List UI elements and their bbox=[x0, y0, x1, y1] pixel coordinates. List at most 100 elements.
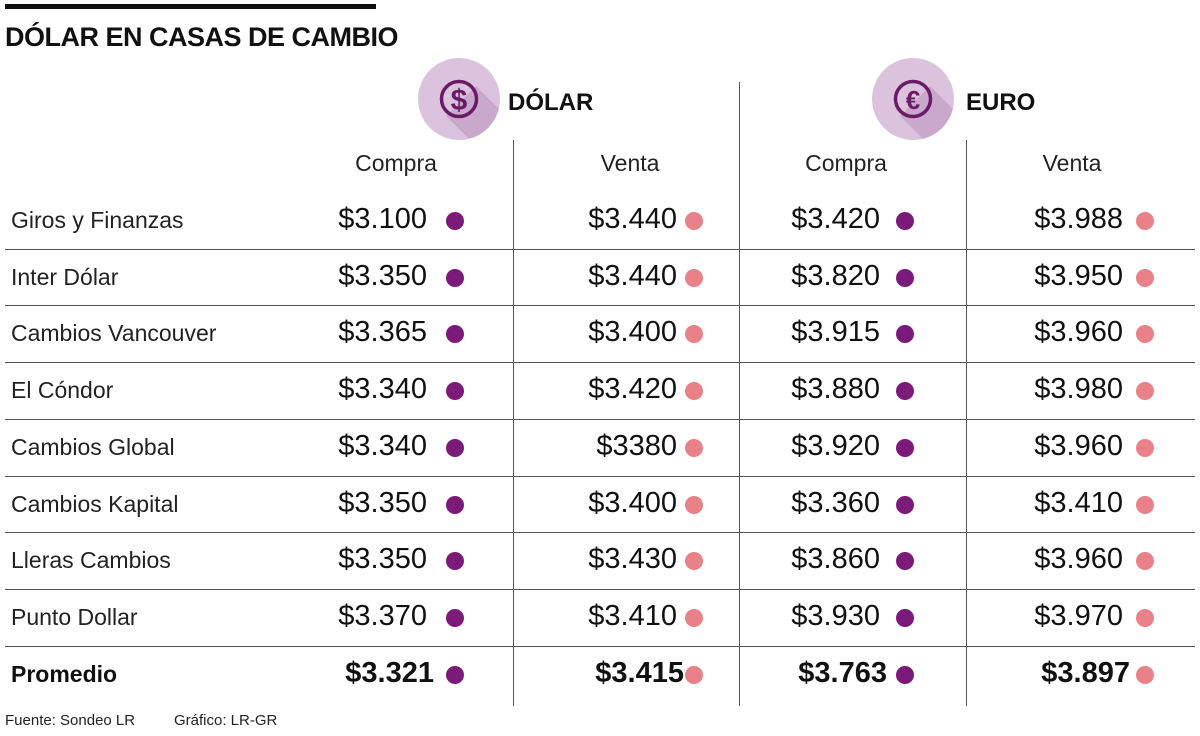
value-euro-compra: $3.880 bbox=[791, 373, 880, 406]
svg-text:€: € bbox=[906, 85, 920, 115]
value-dolar-compra: $3.340 bbox=[338, 429, 427, 462]
column-header-dolar-venta: Venta bbox=[600, 150, 660, 176]
value-euro-venta: $3.960 bbox=[1034, 316, 1123, 349]
row-label: Giros y Finanzas bbox=[11, 207, 184, 233]
compra-dot-icon bbox=[896, 382, 914, 401]
value-dolar-compra: $3.340 bbox=[338, 373, 427, 406]
value-euro-venta: $3.410 bbox=[1034, 486, 1123, 519]
value-euro-venta: $3.950 bbox=[1034, 259, 1123, 292]
value-euro-compra: $3.820 bbox=[791, 259, 880, 292]
venta-dot-icon bbox=[1136, 552, 1154, 571]
value-dolar-compra: $3.350 bbox=[338, 543, 427, 576]
currency-label-dolar: DÓLAR bbox=[508, 89, 594, 116]
value-euro-venta: $3.960 bbox=[1034, 429, 1123, 462]
row-label: Cambios Kapital bbox=[11, 490, 179, 517]
value-euro-venta: $3.960 bbox=[1034, 543, 1123, 576]
source-note: Fuente: Sondeo LR bbox=[5, 712, 136, 729]
title-rule bbox=[5, 4, 376, 9]
compra-dot-icon bbox=[446, 665, 464, 684]
value-euro-compra: $3.360 bbox=[791, 486, 880, 519]
column-header-euro-venta: Venta bbox=[1042, 150, 1102, 176]
row-divider bbox=[5, 362, 1195, 363]
divider-dolar-columns bbox=[513, 140, 514, 706]
compra-dot-icon bbox=[896, 495, 914, 514]
column-header-dolar-compra: Compra bbox=[355, 150, 437, 176]
row-divider bbox=[5, 532, 1195, 533]
compra-dot-icon bbox=[896, 552, 914, 571]
compra-dot-icon bbox=[896, 212, 914, 230]
compra-dot-icon bbox=[446, 325, 464, 344]
row-label: Lleras Cambios bbox=[11, 547, 171, 574]
value-euro-venta: $3.980 bbox=[1034, 373, 1123, 406]
row-divider bbox=[5, 589, 1195, 590]
value-euro-compra: $3.860 bbox=[791, 543, 880, 576]
value-euro-compra: $3.930 bbox=[791, 599, 880, 632]
value-dolar-compra: $3.350 bbox=[338, 486, 427, 519]
credit-note: Gráfico: LR-GR bbox=[174, 712, 278, 729]
value-dolar-compra: $3.370 bbox=[338, 599, 427, 632]
row-label: Cambios Vancouver bbox=[11, 320, 217, 347]
row-label: Punto Dollar bbox=[11, 603, 138, 630]
venta-dot-icon bbox=[1136, 495, 1154, 514]
venta-dot-icon bbox=[1136, 665, 1154, 684]
column-header-euro-compra: Compra bbox=[805, 150, 887, 176]
value-euro-compra: $3.420 bbox=[791, 203, 880, 235]
value-dolar-compra: $3.100 bbox=[338, 203, 427, 235]
venta-dot-icon bbox=[1136, 608, 1154, 627]
venta-dot-icon bbox=[685, 495, 703, 514]
venta-dot-icon bbox=[685, 382, 703, 401]
value-dolar-venta: $3.440 bbox=[588, 259, 677, 292]
svg-text:$: $ bbox=[451, 84, 468, 117]
value-dolar-venta: $3380 bbox=[596, 429, 677, 462]
venta-dot-icon bbox=[685, 608, 703, 627]
value-euro-venta: $3.970 bbox=[1034, 599, 1123, 632]
venta-dot-icon bbox=[685, 268, 703, 287]
value-dolar-venta: $3.440 bbox=[588, 203, 677, 235]
compra-dot-icon bbox=[446, 552, 464, 571]
value-euro-venta: $3.897 bbox=[1041, 656, 1130, 689]
value-dolar-venta: $3.420 bbox=[588, 373, 677, 406]
venta-dot-icon bbox=[685, 212, 703, 230]
value-dolar-compra: $3.321 bbox=[345, 656, 434, 689]
venta-dot-icon bbox=[685, 552, 703, 571]
value-dolar-venta: $3.415 bbox=[595, 656, 684, 689]
compra-dot-icon bbox=[446, 382, 464, 401]
compra-dot-icon bbox=[446, 438, 464, 457]
row-label: Promedio bbox=[11, 660, 118, 687]
venta-dot-icon bbox=[1136, 325, 1154, 344]
value-euro-compra: $3.920 bbox=[791, 429, 880, 462]
compra-dot-icon bbox=[896, 608, 914, 627]
divider-currency-groups bbox=[739, 82, 740, 706]
compra-dot-icon bbox=[896, 665, 914, 684]
compra-dot-icon bbox=[896, 438, 914, 457]
venta-dot-icon bbox=[685, 665, 703, 684]
page-title: DÓLAR EN CASAS DE CAMBIO bbox=[5, 22, 399, 52]
row-divider bbox=[5, 646, 1195, 647]
divider-euro-columns bbox=[966, 140, 967, 706]
compra-dot-icon bbox=[896, 268, 914, 287]
compra-dot-icon bbox=[446, 495, 464, 514]
value-dolar-venta: $3.400 bbox=[588, 316, 677, 349]
dollar-coin-icon: $ bbox=[418, 58, 500, 140]
value-euro-compra: $3.915 bbox=[791, 316, 880, 349]
row-label: Inter Dólar bbox=[11, 263, 119, 290]
venta-dot-icon bbox=[1136, 212, 1154, 230]
value-dolar-compra: $3.350 bbox=[338, 259, 427, 292]
venta-dot-icon bbox=[685, 325, 703, 344]
row-divider bbox=[5, 305, 1195, 306]
value-euro-venta: $3.988 bbox=[1034, 203, 1123, 235]
venta-dot-icon bbox=[1136, 438, 1154, 457]
row-label: El Cóndor bbox=[11, 377, 114, 404]
currency-label-euro: EURO bbox=[966, 89, 1036, 116]
compra-dot-icon bbox=[896, 325, 914, 344]
value-dolar-venta: $3.410 bbox=[588, 599, 677, 632]
row-divider bbox=[5, 249, 1195, 250]
value-euro-compra: $3.763 bbox=[798, 656, 887, 689]
row-divider bbox=[5, 476, 1195, 477]
venta-dot-icon bbox=[685, 438, 703, 457]
row-label: Cambios Global bbox=[11, 433, 175, 460]
compra-dot-icon bbox=[446, 608, 464, 627]
euro-coin-icon: € bbox=[872, 58, 954, 140]
row-divider bbox=[5, 419, 1195, 420]
venta-dot-icon bbox=[1136, 268, 1154, 287]
